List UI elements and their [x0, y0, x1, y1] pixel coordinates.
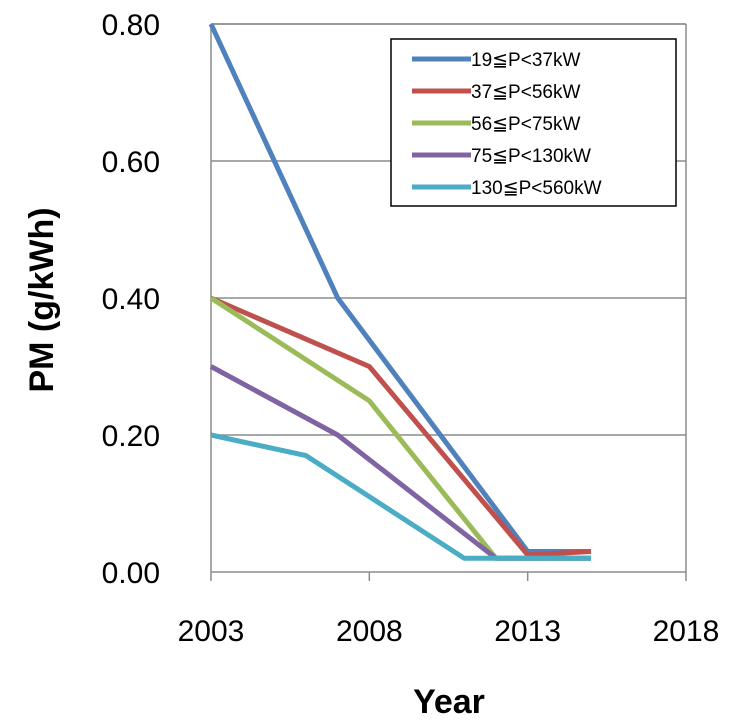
y-tick-label: 0.20	[102, 420, 160, 453]
series-line-4	[209, 364, 591, 561]
legend-entry-label: 19≦P<37kW	[471, 50, 580, 71]
legend: 19≦P<37kW 37≦P<56kW 56≦P<75kW 75≦P<130kW 130…	[390, 38, 677, 207]
y-tick-label: 0.00	[102, 557, 160, 590]
legend-entry-label: 130≦P<560kW	[471, 178, 602, 199]
x-tick-label: 2018	[653, 615, 720, 648]
y-tick-label: 0.40	[102, 283, 160, 316]
x-axis-title: Year	[413, 683, 485, 720]
x-tick-label: 2003	[178, 615, 245, 648]
axis-layer: 0.00 0.20 0.40 0.60 0.80 2003 2008 2013 2018	[102, 9, 720, 648]
legend-entry-label: 37≦P<56kW	[471, 82, 580, 103]
series-line-5	[210, 432, 591, 561]
y-tick-label: 0.80	[102, 9, 160, 42]
x-tick-label: 2008	[336, 615, 403, 648]
legend-entry-label: 75≦P<130kW	[471, 146, 591, 167]
y-tick-label: 0.60	[102, 146, 160, 179]
x-tick-label: 2013	[494, 615, 561, 648]
series-line-2	[210, 295, 592, 558]
legend-entry-label: 56≦P<75kW	[471, 114, 580, 135]
series-layer	[208, 22, 592, 561]
y-axis-title: PM (g/kWh)	[23, 207, 61, 392]
